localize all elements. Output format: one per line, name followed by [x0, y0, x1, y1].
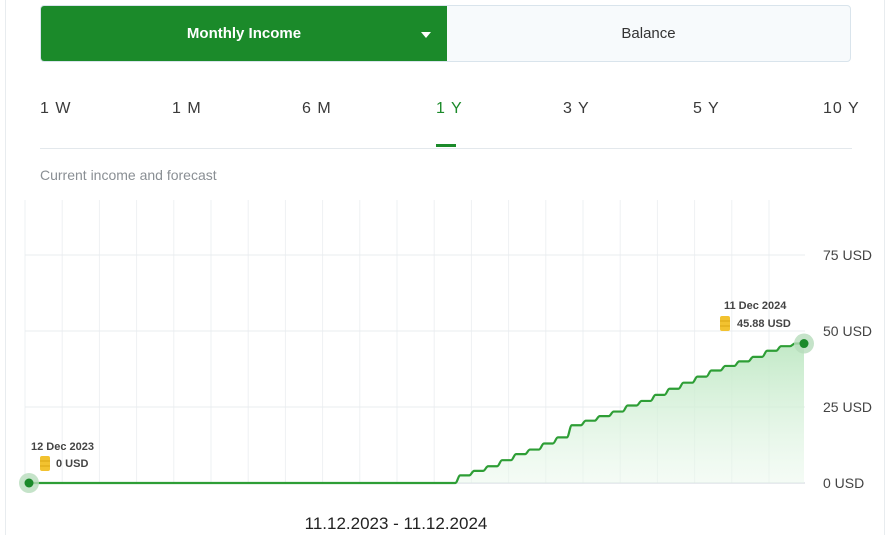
end-date-label: 11 Dec 2024: [724, 300, 787, 312]
active-tab-indicator: [436, 144, 456, 147]
income-chart: 0 USD 25 USD 50 USD 75 USD 12 Dec 2023 0 US…: [19, 200, 872, 493]
start-date-label: 12 Dec 2023: [31, 441, 94, 453]
balance-label: Balance: [621, 25, 676, 42]
start-coin-icon: [40, 456, 50, 471]
view-toggle: Monthly Income Balance: [40, 5, 851, 62]
tab-5y[interactable]: 5 Y: [693, 100, 720, 117]
end-value-label: 45.88 USD: [737, 318, 791, 330]
balance-option[interactable]: Balance: [447, 6, 850, 61]
monthly-income-dropdown[interactable]: Monthly Income: [41, 6, 447, 61]
card-right-edge: [884, 0, 885, 535]
start-value-label: 0 USD: [56, 458, 88, 470]
date-range: 11.12.2023 - 11.12.2024: [304, 514, 488, 533]
caret-down-icon: [421, 32, 431, 38]
tab-10y[interactable]: 10 Y: [823, 100, 860, 117]
y-tick-label: 0 USD: [823, 475, 864, 491]
card-left-edge: [5, 0, 6, 535]
end-point[interactable]: [799, 339, 809, 349]
tab-1m[interactable]: 1 M: [172, 100, 202, 117]
y-tick-label: 50 USD: [823, 323, 872, 339]
tab-1w[interactable]: 1 W: [40, 100, 72, 117]
y-tick-label: 25 USD: [823, 399, 872, 415]
start-point[interactable]: [24, 478, 34, 488]
monthly-income-label: Monthly Income: [186, 25, 302, 42]
tab-6m[interactable]: 6 M: [302, 100, 332, 117]
end-coin-icon: [720, 316, 730, 331]
forecast-area: [29, 343, 804, 483]
y-axis-ticks: 0 USD 25 USD 50 USD 75 USD: [823, 247, 872, 491]
income-line: [29, 342, 804, 485]
chart-subtitle: Current income and forecast: [40, 167, 217, 183]
period-tabs: 1 W 1 M 6 M 1 Y 3 Y 5 Y 10 Y: [40, 92, 859, 149]
tab-1y[interactable]: 1 Y: [436, 100, 463, 117]
tab-3y[interactable]: 3 Y: [563, 100, 590, 117]
y-tick-label: 75 USD: [823, 247, 872, 263]
